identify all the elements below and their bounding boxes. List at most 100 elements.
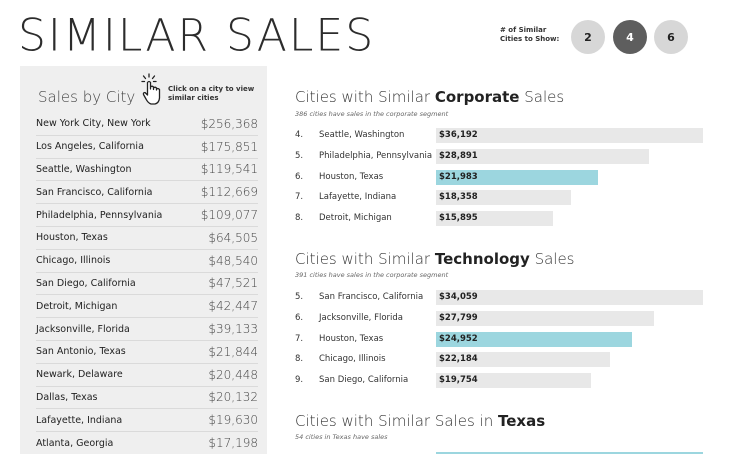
corporate-title-post: Sales [519, 88, 565, 106]
bar-value: $36,192 [439, 130, 478, 140]
corporate-section-title: Cities with Similar Corporate Sales [295, 88, 564, 106]
city-sales: $112,669 [200, 185, 258, 200]
bar-value: $22,184 [439, 354, 478, 365]
bar-city-label[interactable]: Seattle, Washington [319, 130, 405, 140]
city-sales: $42,447 [208, 299, 258, 314]
bar-value: $28,891 [439, 150, 478, 161]
rank-label: 5. [295, 292, 304, 302]
click-hint: Click on a city to view similar cities [168, 85, 255, 102]
city-row[interactable]: Philadelphia, Pennsylvania $109,077 [36, 204, 258, 227]
texas-title-bold: Texas [498, 412, 546, 430]
bar-city-label[interactable]: Houston, Texas [319, 171, 384, 182]
rank-label: 9. [295, 375, 304, 386]
city-name: Jacksonville, Florida [36, 323, 130, 335]
city-sales: $48,540 [208, 253, 258, 268]
city-name: San Antonio, Texas [36, 346, 126, 358]
city-sales: $109,077 [200, 208, 258, 223]
texas-title-pre: Cities with Similar Sales in [295, 412, 498, 430]
city-name: Detroit, Michigan [36, 300, 118, 312]
bar[interactable]: $19,754 [436, 373, 591, 389]
bar[interactable]: $27,799 [436, 310, 654, 326]
city-name: Lafayette, Indiana [36, 414, 123, 426]
technology-title-pre: Cities with Similar [295, 250, 435, 268]
city-name: Los Angeles, California [36, 141, 144, 153]
texas-section-title: Cities with Similar Sales in Texas [295, 412, 545, 430]
city-row[interactable]: San Antonio, Texas $21,844 [36, 341, 258, 364]
rank-label: 6. [295, 171, 304, 182]
city-sales: $20,132 [208, 390, 258, 405]
city-list: New York City, New York $256,368 Los Ange… [36, 113, 258, 454]
bar[interactable]: $34,059 [436, 290, 703, 305]
city-row[interactable]: Chicago, Illinois $48,540 [36, 250, 258, 273]
city-name: San Diego, California [36, 277, 136, 289]
count-button-2[interactable]: 2 [571, 20, 605, 54]
similar-count-label: # of Similar Cities to Show: [500, 26, 560, 43]
page-title: SIMILAR SALES [18, 9, 376, 62]
city-row[interactable]: Houston, Texas $64,505 [36, 227, 258, 250]
city-row[interactable]: Los Angeles, California $175,851 [36, 136, 258, 159]
bar-city-label[interactable]: Jacksonville, Florida [319, 312, 403, 323]
corporate-subtitle: 386 cities have sales in the corporate s… [295, 110, 449, 118]
city-name: Chicago, Illinois [36, 255, 111, 267]
bar-city-label[interactable]: San Diego, California [319, 375, 409, 386]
bar-city-label[interactable]: San Francisco, California [319, 292, 424, 302]
corporate-title-bold: Corporate [434, 88, 520, 106]
city-name: Houston, Texas [36, 232, 108, 244]
city-row[interactable]: Seattle, Washington $119,541 [36, 159, 258, 182]
bar-city-label[interactable]: Detroit, Michigan [319, 213, 392, 224]
rank-label: 7. [295, 333, 304, 344]
rank-label: 4. [295, 130, 304, 140]
bar-city-label[interactable]: Philadelphia, Pennsylvania [319, 150, 433, 161]
bar-value: $15,895 [439, 213, 478, 224]
city-sales: $175,851 [200, 139, 258, 154]
bar-city-label[interactable]: Lafayette, Indiana [319, 192, 397, 203]
bar[interactable]: $36,192 [436, 128, 703, 143]
city-row[interactable]: Atlanta, Georgia $17,198 [36, 432, 258, 454]
city-row[interactable]: Dallas, Texas $20,132 [36, 387, 258, 410]
city-row[interactable]: Lafayette, Indiana $19,630 [36, 409, 258, 433]
city-name: Philadelphia, Pennsylvania [36, 209, 163, 221]
bar[interactable]: $18,358 [436, 190, 572, 206]
city-name: Seattle, Washington [36, 163, 132, 175]
bar-value: $18,358 [439, 192, 478, 203]
texas-subtitle: 54 cities in Texas have sales [295, 433, 388, 441]
technology-subtitle: 391 cities have sales in the corporate s… [295, 271, 449, 279]
bar-value: $19,754 [439, 375, 478, 386]
city-sales: $256,368 [200, 116, 258, 131]
city-sales: $20,448 [208, 367, 258, 382]
count-button-6[interactable]: 6 [654, 20, 688, 54]
city-row[interactable]: Newark, Delaware $20,448 [36, 364, 258, 387]
count-button-4[interactable]: 4 [613, 20, 647, 54]
rank-label: 7. [295, 192, 304, 203]
city-sales: $17,198 [208, 436, 258, 451]
technology-title-post: Sales [529, 250, 575, 268]
rank-label: 8. [295, 354, 304, 365]
rank-label: 6. [295, 312, 304, 323]
city-sales: $21,844 [208, 344, 258, 359]
rank-label: 5. [295, 150, 304, 161]
bar-highlighted[interactable]: $21,983 [436, 169, 599, 185]
bar-value: $21,983 [439, 171, 478, 182]
city-row[interactable]: Jacksonville, Florida $39,133 [36, 318, 258, 341]
bar-value: $27,799 [439, 312, 478, 323]
bar[interactable]: $28,891 [436, 148, 650, 164]
city-row[interactable]: Detroit, Michigan $42,447 [36, 295, 258, 319]
city-name: Dallas, Texas [36, 391, 98, 403]
bar[interactable]: $22,184 [436, 352, 610, 368]
city-row[interactable]: San Diego, California $47,521 [36, 273, 258, 296]
city-sales: $47,521 [208, 276, 258, 291]
sales-by-city-panel: Sales by City Click on a city to view si… [20, 66, 267, 454]
pointer-hand-icon [141, 73, 161, 105]
city-name: San Francisco, California [36, 186, 153, 198]
city-sales: $119,541 [200, 162, 258, 177]
bar[interactable]: $15,895 [436, 211, 554, 227]
city-row[interactable]: New York City, New York $256,368 [36, 113, 258, 136]
bar-value: $34,059 [439, 292, 478, 302]
bar-city-label[interactable]: Chicago, Illinois [319, 354, 386, 365]
city-name: Atlanta, Georgia [36, 437, 114, 449]
city-row[interactable]: San Francisco, California $112,669 [36, 181, 258, 205]
sidebar-title: Sales by City [38, 88, 136, 106]
bar-highlighted[interactable]: $24,952 [436, 331, 632, 347]
bar-city-label[interactable]: Houston, Texas [319, 333, 384, 344]
texas-bar [436, 452, 703, 454]
